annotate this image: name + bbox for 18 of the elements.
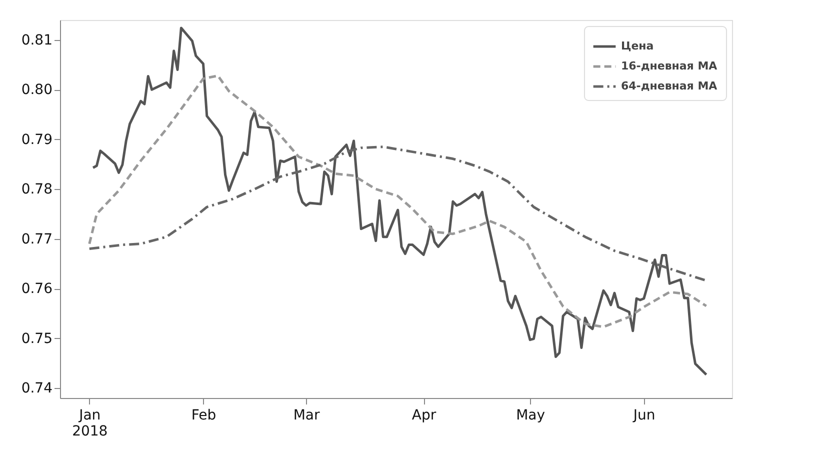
x-tick-label: May — [516, 408, 546, 424]
y-tick-label: 0.77 — [21, 231, 52, 248]
x-tick-label: Jan 2018 — [72, 408, 108, 440]
y-tick-label: 0.81 — [21, 32, 52, 48]
x-tick-label: Mar — [293, 408, 320, 424]
y-tick-label: 0.74 — [21, 380, 53, 397]
x-tick-label: Feb — [191, 408, 216, 424]
x-tick-label: Jun — [632, 408, 656, 424]
line-series — [88, 146, 708, 282]
y-tick-label: 0.75 — [21, 330, 52, 347]
x-tick-label: Apr — [412, 408, 436, 424]
y-tick-label: 0.76 — [21, 281, 53, 298]
legend-label: 16-дневная MA — [621, 60, 718, 72]
y-tick-label: 0.80 — [21, 82, 52, 98]
y-tick-label: 0.78 — [21, 182, 52, 198]
legend-label: Цена — [621, 40, 654, 52]
y-tick-label: 0.79 — [21, 132, 52, 148]
legend-label: 64-дневная MA — [621, 80, 718, 92]
